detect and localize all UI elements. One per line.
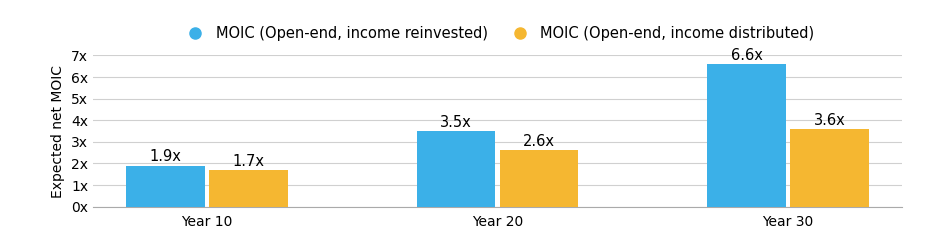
Text: 2.6x: 2.6x [523, 134, 555, 149]
Text: 6.6x: 6.6x [731, 48, 763, 63]
Y-axis label: Expected net MOIC: Expected net MOIC [51, 65, 65, 198]
Bar [126, 166, 205, 207]
Text: 1.7x: 1.7x [232, 154, 265, 169]
Bar [417, 131, 496, 207]
Text: 3.5x: 3.5x [440, 115, 472, 130]
Bar [499, 150, 578, 207]
Bar [790, 129, 869, 207]
Bar [707, 64, 786, 207]
Text: 3.6x: 3.6x [814, 113, 845, 128]
Text: 1.9x: 1.9x [150, 149, 181, 164]
Legend: MOIC (Open-end, income reinvested), MOIC (Open-end, income distributed): MOIC (Open-end, income reinvested), MOIC… [175, 20, 820, 47]
Bar [209, 170, 288, 207]
